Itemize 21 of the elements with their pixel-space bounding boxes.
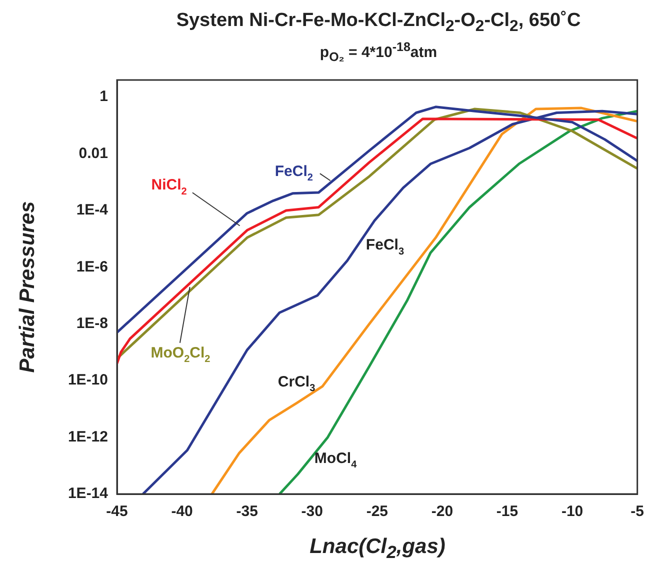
chart-title: System Ni-Cr-Fe-Mo-KCl-ZnCl$_{2}$-O$_{2}$-Cl$_{2}$, 650˚C: [175, 10, 582, 36]
y-tick-label: 1: [100, 88, 108, 106]
x-tick-label: -20: [431, 503, 454, 520]
y-tick-label: 1E-6: [76, 258, 108, 276]
x-tick-label: -5: [630, 503, 644, 520]
x-tick-label: -45: [106, 503, 128, 520]
x-tick-label: -35: [236, 503, 258, 520]
y-axis-title: Partial Pressures: [16, 201, 40, 373]
y-tick-label: 1E-8: [76, 315, 108, 332]
y-tick-label: 1E-12: [68, 428, 108, 446]
chart-subtitle: p$_{O₂}$ = 4*10$^{-18}$atm: [318, 40, 438, 64]
x-tick-label: -10: [561, 503, 584, 520]
x-tick-label: -40: [171, 503, 193, 520]
y-tick-label: 1E-4: [76, 202, 109, 219]
x-axis-title: Lnac(Cl$_{2}$,gas): [308, 535, 446, 564]
y-tick-label: 1E-14: [68, 485, 109, 502]
y-tick-label: 0.01: [78, 144, 108, 162]
x-tick-label: -25: [366, 503, 388, 520]
x-tick-label: -30: [301, 503, 323, 520]
x-tick-label: -15: [496, 503, 518, 520]
y-tick-label: 1E-10: [68, 372, 108, 389]
